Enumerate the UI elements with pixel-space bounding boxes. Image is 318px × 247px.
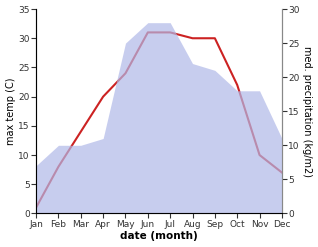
Y-axis label: max temp (C): max temp (C) xyxy=(5,78,16,145)
X-axis label: date (month): date (month) xyxy=(120,231,198,242)
Y-axis label: med. precipitation (kg/m2): med. precipitation (kg/m2) xyxy=(302,46,313,177)
